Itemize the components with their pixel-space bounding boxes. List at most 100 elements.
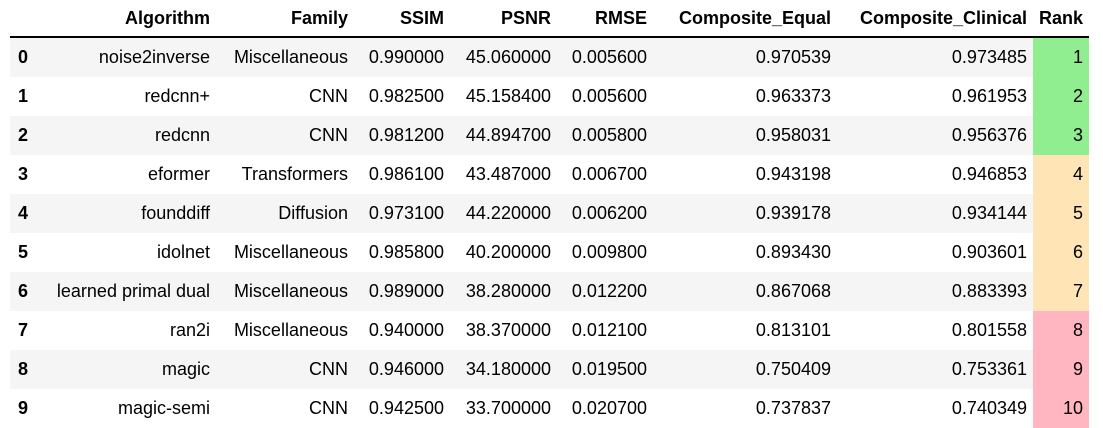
table-row: 4 founddiff Diffusion 0.973100 44.220000 0.00…	[10, 194, 1090, 233]
cell-algorithm: redcnn+	[144, 86, 210, 106]
table-row: 9 magic-semi CNN 0.942500 33.700000 0.020700 0…	[10, 389, 1090, 428]
column-header-rmse: RMSE	[557, 0, 653, 38]
row-index: 6	[18, 281, 29, 301]
results-table: Algorithm Family SSIM PSNR RMSE Composit…	[10, 0, 1090, 428]
cell-rank: 10	[1033, 389, 1090, 428]
cell-algorithm: founddiff	[141, 203, 210, 223]
row-index: 8	[18, 359, 29, 379]
row-index: 9	[18, 398, 29, 418]
cell-ssim: 0.989000	[368, 281, 444, 301]
column-header-rank: Rank	[1033, 0, 1090, 38]
cell-family: CNN	[309, 359, 348, 379]
cell-algorithm: magic-semi	[117, 398, 210, 418]
cell-composite-equal: 0.813101	[755, 320, 831, 340]
cell-rmse: 0.020700	[571, 398, 647, 418]
cell-psnr: 40.200000	[465, 242, 551, 262]
column-header-composite-equal: Composite_Equal	[653, 0, 837, 38]
cell-ssim: 0.986100	[368, 164, 444, 184]
cell-composite-equal: 0.943198	[755, 164, 831, 184]
cell-psnr: 44.220000	[465, 203, 551, 223]
cell-composite-equal: 0.939178	[755, 203, 831, 223]
cell-composite-equal: 0.958031	[755, 125, 831, 145]
column-header-index	[10, 0, 36, 38]
cell-rank: 8	[1033, 311, 1090, 350]
cell-algorithm: learned primal dual	[56, 281, 210, 301]
column-header-psnr: PSNR	[450, 0, 557, 38]
cell-family: Miscellaneous	[233, 47, 348, 67]
cell-ssim: 0.946000	[368, 359, 444, 379]
row-index: 7	[18, 320, 29, 340]
cell-rank: 2	[1033, 77, 1090, 116]
header-row: Algorithm Family SSIM PSNR RMSE Composit…	[10, 0, 1090, 38]
cell-composite-clinical: 0.961953	[951, 86, 1027, 106]
cell-rmse: 0.012100	[571, 320, 647, 340]
cell-ssim: 0.973100	[368, 203, 444, 223]
table-row: 5 idolnet Miscellaneous 0.985800 40.200000 0.…	[10, 233, 1090, 272]
cell-family: Miscellaneous	[233, 242, 348, 262]
cell-rank: 3	[1033, 116, 1090, 155]
cell-family: Miscellaneous	[233, 281, 348, 301]
cell-psnr: 43.487000	[465, 164, 551, 184]
cell-psnr: 44.894700	[465, 125, 551, 145]
cell-composite-equal: 0.970539	[755, 47, 831, 67]
cell-psnr: 45.158400	[465, 86, 551, 106]
cell-family: CNN	[309, 125, 348, 145]
table-row: 3 eformer Transformers 0.986100 43.487000 0.0…	[10, 155, 1090, 194]
cell-algorithm: eformer	[147, 164, 210, 184]
cell-ssim: 0.981200	[368, 125, 444, 145]
cell-rmse: 0.009800	[571, 242, 647, 262]
cell-composite-clinical: 0.801558	[951, 320, 1027, 340]
cell-rank: 9	[1033, 350, 1090, 389]
table-row: 2 redcnn CNN 0.981200 44.894700 0.005800 0.958…	[10, 116, 1090, 155]
cell-psnr: 38.370000	[465, 320, 551, 340]
cell-composite-clinical: 0.934144	[951, 203, 1027, 223]
cell-composite-clinical: 0.946853	[951, 164, 1027, 184]
cell-composite-equal: 0.737837	[755, 398, 831, 418]
cell-rmse: 0.019500	[571, 359, 647, 379]
row-index: 0	[18, 47, 29, 67]
column-header-ssim: SSIM	[354, 0, 450, 38]
cell-composite-clinical: 0.973485	[951, 47, 1027, 67]
table-row: 7 ran2i Miscellaneous 0.940000 38.370000 0.01…	[10, 311, 1090, 350]
cell-algorithm: idolnet	[156, 242, 210, 262]
table-row: 6 learned primal dual Miscellaneous 0.98900…	[10, 272, 1090, 311]
cell-rank: 1	[1033, 37, 1090, 77]
cell-rank: 7	[1033, 272, 1090, 311]
cell-composite-clinical: 0.883393	[951, 281, 1027, 301]
cell-rank: 5	[1033, 194, 1090, 233]
column-header-family: Family	[216, 0, 354, 38]
cell-family: Diffusion	[278, 203, 348, 223]
cell-algorithm: noise2inverse	[98, 47, 210, 67]
row-index: 1	[18, 86, 29, 106]
row-index: 2	[18, 125, 29, 145]
cell-composite-equal: 0.867068	[755, 281, 831, 301]
cell-composite-clinical: 0.903601	[951, 242, 1027, 262]
cell-rank: 4	[1033, 155, 1090, 194]
cell-family: Miscellaneous	[233, 320, 348, 340]
cell-ssim: 0.982500	[368, 86, 444, 106]
cell-composite-clinical: 0.956376	[951, 125, 1027, 145]
cell-psnr: 45.060000	[465, 47, 551, 67]
cell-composite-clinical: 0.740349	[951, 398, 1027, 418]
cell-composite-equal: 0.963373	[755, 86, 831, 106]
cell-rmse: 0.005800	[571, 125, 647, 145]
cell-family: CNN	[309, 86, 348, 106]
cell-ssim: 0.985800	[368, 242, 444, 262]
cell-family: CNN	[309, 398, 348, 418]
cell-rmse: 0.012200	[571, 281, 647, 301]
cell-algorithm: ran2i	[169, 320, 210, 340]
cell-psnr: 34.180000	[465, 359, 551, 379]
cell-psnr: 33.700000	[465, 398, 551, 418]
cell-rmse: 0.005600	[571, 86, 647, 106]
column-header-algorithm: Algorithm	[36, 0, 216, 38]
row-index: 4	[18, 203, 29, 223]
cell-algorithm: redcnn	[154, 125, 210, 145]
row-index: 5	[18, 242, 29, 262]
cell-family: Transformers	[241, 164, 348, 184]
cell-rmse: 0.006200	[571, 203, 647, 223]
cell-ssim: 0.990000	[368, 47, 444, 67]
cell-rmse: 0.005600	[571, 47, 647, 67]
cell-composite-equal: 0.750409	[755, 359, 831, 379]
cell-ssim: 0.940000	[368, 320, 444, 340]
cell-rmse: 0.006700	[571, 164, 647, 184]
